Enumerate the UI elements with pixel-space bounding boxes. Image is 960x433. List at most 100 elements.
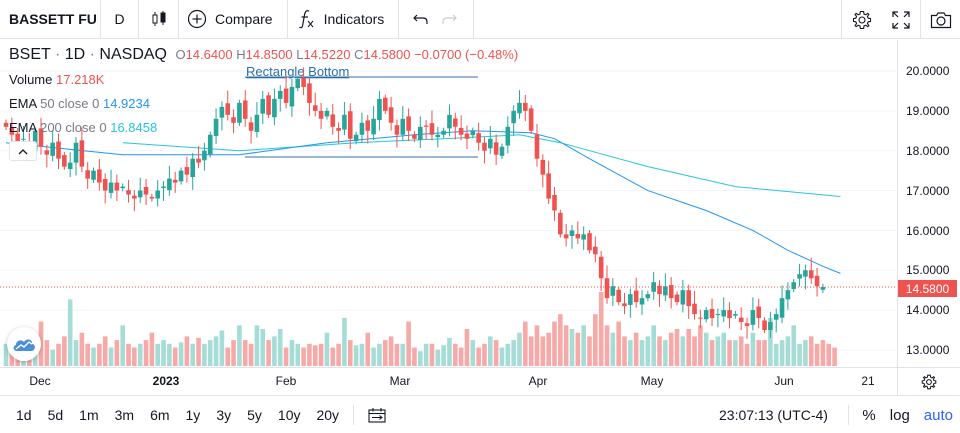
ema50-legend[interactable]: EMA 50 close 0 14.9234 <box>9 96 150 111</box>
undo-button[interactable] <box>407 0 435 39</box>
go-to-date-button[interactable] <box>360 396 394 433</box>
candle-body <box>441 130 446 135</box>
candle-body <box>488 138 493 149</box>
timezone-clock[interactable]: 23:07:13 (UTC-4) <box>719 407 828 423</box>
interval-button[interactable]: D <box>114 11 125 27</box>
close-value: 14.5800 <box>363 47 411 62</box>
volume-bar <box>826 343 832 366</box>
chart-type-button[interactable] <box>139 0 178 39</box>
volume-bar <box>167 343 172 366</box>
price-axis[interactable]: 20.0000 19.0000 18.0000 17.0000 16.0000 … <box>897 40 960 367</box>
last-price-label: 14.5800 <box>898 280 957 297</box>
range-20y-button[interactable]: 20y <box>316 406 340 423</box>
volume-bar <box>114 340 120 366</box>
candle-body <box>114 182 120 191</box>
snapshot-button[interactable] <box>921 0 960 39</box>
volume-bar <box>452 343 458 366</box>
indicators-button[interactable]: Indicators <box>288 0 399 39</box>
range-3y-button[interactable]: 3y <box>216 406 232 423</box>
candle-body <box>342 114 347 130</box>
volume-bar <box>814 343 820 366</box>
candle-body <box>738 317 744 323</box>
auto-scale-button[interactable]: auto <box>923 406 953 424</box>
volume-label: Volume <box>9 72 53 87</box>
candle-body <box>56 141 61 159</box>
collapse-legend-button[interactable] <box>9 141 37 161</box>
gear-icon <box>852 10 871 29</box>
candle-body <box>703 310 709 320</box>
volume-bar <box>388 336 394 366</box>
candle-body <box>808 270 814 279</box>
candle-body <box>511 110 516 124</box>
volume-bar <box>417 351 423 366</box>
volume-bar <box>698 325 703 366</box>
candle-body <box>248 122 254 131</box>
symbol-search-field[interactable]: BASSETT FU <box>9 11 97 27</box>
volume-bar <box>622 336 627 366</box>
percent-scale-button[interactable]: % <box>862 406 876 424</box>
range-1d-button[interactable]: 1d <box>16 406 32 423</box>
volume-bar <box>715 336 721 366</box>
candle-body <box>657 285 662 295</box>
candle-body <box>190 158 196 178</box>
volume-bar <box>143 340 149 366</box>
volume-bar <box>91 347 96 366</box>
volume-bar <box>377 343 382 366</box>
ema200-label: EMA <box>9 120 37 135</box>
candle-body <box>108 182 114 193</box>
toolbar-divider <box>100 0 101 39</box>
chart-pane[interactable]: Rectangle Bottom <box>0 40 897 367</box>
price-chart-canvas[interactable]: Rectangle Bottom <box>0 40 897 367</box>
volume-bar <box>552 321 557 366</box>
candle-body <box>155 190 161 199</box>
redo-button[interactable] <box>435 0 463 39</box>
axis-settings-button[interactable] <box>897 368 960 395</box>
range-1m-button[interactable]: 1m <box>79 406 99 423</box>
volume-bar <box>773 343 779 366</box>
range-5d-button[interactable]: 5d <box>47 406 64 423</box>
candle-body <box>692 303 697 315</box>
candle-body <box>412 134 417 139</box>
volume-bar <box>97 343 102 366</box>
volume-bar <box>120 325 125 366</box>
range-6m-button[interactable]: 6m <box>150 406 170 423</box>
chevron-up-icon <box>18 148 28 154</box>
candle-body <box>295 78 301 89</box>
range-10y-button[interactable]: 10y <box>277 406 301 423</box>
volume-bar <box>808 336 814 366</box>
volume-bar <box>149 332 155 366</box>
candle-body <box>668 284 674 299</box>
fullscreen-button[interactable] <box>881 0 920 39</box>
time-axis[interactable]: Dec 2023 Feb Mar Apr May Jun 21 <box>0 367 960 395</box>
settings-button[interactable] <box>842 0 881 39</box>
candle-body <box>347 111 353 139</box>
candle-body <box>394 125 400 135</box>
undo-icon <box>413 14 428 24</box>
volume-bar <box>668 332 674 366</box>
volume-bar <box>277 329 283 366</box>
candle-body <box>353 134 359 142</box>
range-3m-button[interactable]: 3m <box>114 406 135 423</box>
volume-legend[interactable]: Volume 17.218K <box>9 72 104 87</box>
volume-bar <box>680 336 686 366</box>
volume-bar <box>505 343 511 366</box>
compare-button[interactable]: Compare <box>179 0 287 39</box>
volume-bar <box>721 332 727 366</box>
tradingview-logo[interactable] <box>7 327 41 361</box>
log-scale-button[interactable]: log <box>889 406 910 424</box>
candle-body <box>73 142 79 163</box>
candle-body <box>202 150 207 161</box>
price-tick: 16.0000 <box>906 224 950 238</box>
range-1y-button[interactable]: 1y <box>185 406 201 423</box>
volume-bar <box>558 314 563 366</box>
volume-bar <box>301 347 306 366</box>
ema50-params: 50 close 0 <box>40 96 100 111</box>
candle-body <box>365 120 371 131</box>
redo-icon <box>442 14 458 24</box>
volume-bar <box>73 340 79 366</box>
volume-bar <box>56 343 61 366</box>
candle-body <box>628 294 633 305</box>
range-5y-button[interactable]: 5y <box>247 406 262 423</box>
gear-icon <box>921 374 937 389</box>
ema200-legend[interactable]: EMA 200 close 0 16.8458 <box>9 120 157 135</box>
